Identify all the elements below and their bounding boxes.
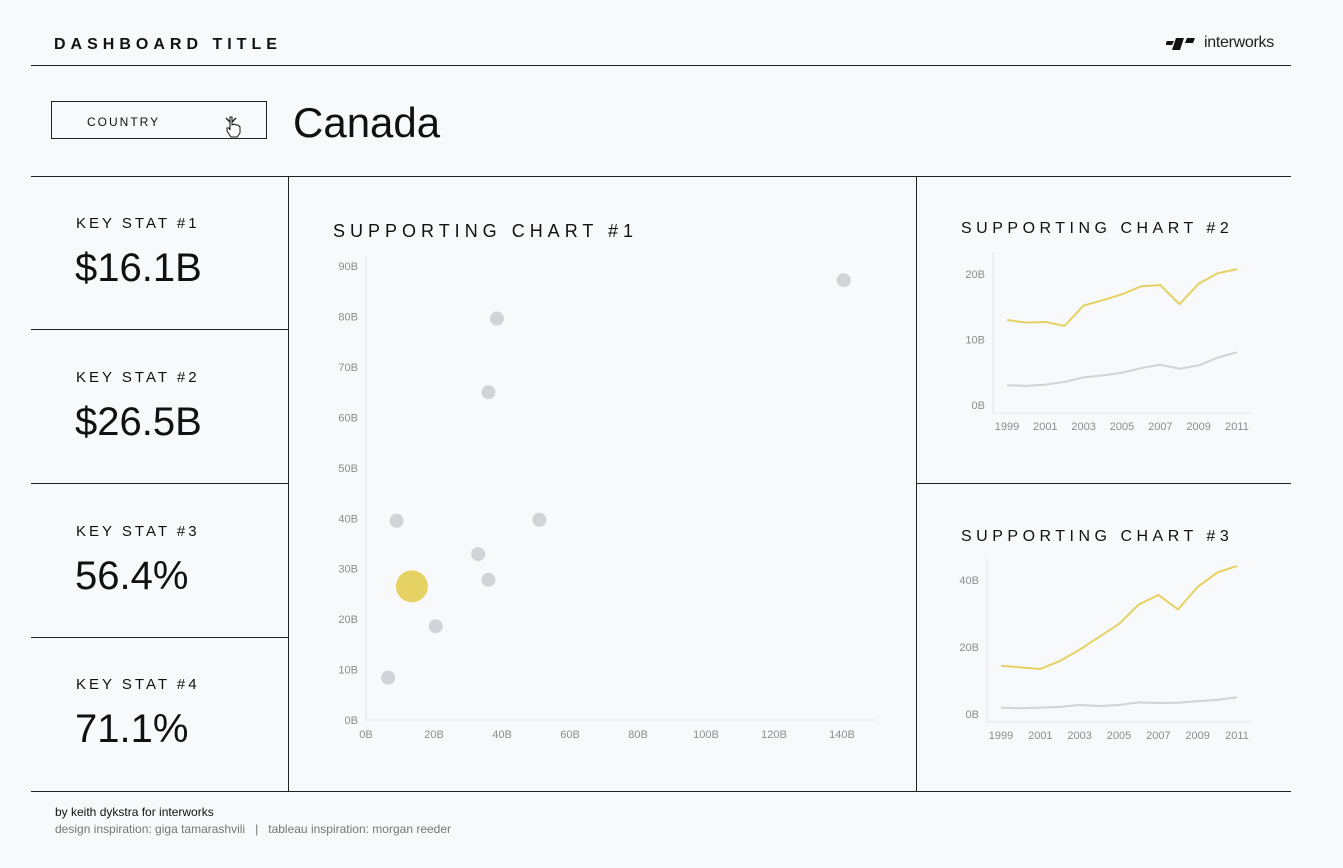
x-tick-label: 2007 xyxy=(1146,730,1170,742)
line-series-highlight xyxy=(1006,268,1238,328)
interworks-logo-icon xyxy=(1166,38,1195,50)
grid-divider-right xyxy=(916,176,917,792)
scatter-chart-1[interactable]: 0B 10B 20B 30B 40B 50B 60B 70B 80B 90B 0B 20B 40B 60B… xyxy=(330,250,890,750)
scatter-point-highlight xyxy=(395,570,428,603)
line-series-other xyxy=(1006,351,1238,387)
x-tick-label: 0B xyxy=(359,729,372,741)
selected-country-title: Canada xyxy=(293,99,441,146)
key-stat-1-value: $16.1B xyxy=(75,246,202,290)
y-tick-label: 40B xyxy=(338,513,358,525)
x-tick-label: 2003 xyxy=(1067,730,1091,742)
y-tick-label: 70B xyxy=(338,362,358,374)
header-divider xyxy=(31,65,1291,66)
x-tick-label: 80B xyxy=(628,729,648,741)
x-tick-label: 40B xyxy=(492,729,512,741)
y-tick-label: 10B xyxy=(338,665,358,677)
y-tick-label: 20B xyxy=(338,614,358,626)
stat-divider-2 xyxy=(31,483,288,484)
hand-pointer-icon xyxy=(226,116,241,138)
x-tick-label: 140B xyxy=(829,729,855,741)
y-tick-label: 0B xyxy=(345,715,358,727)
x-tick-label: 2005 xyxy=(1107,730,1131,742)
scatter-point xyxy=(481,385,496,400)
scatter-point xyxy=(389,513,404,528)
line-chart-3[interactable]: 0B 20B 40B 1999 2001 2003 2005 2007 2009 2011 xyxy=(955,555,1265,750)
line-series-other xyxy=(1000,696,1238,710)
y-tick-label: 60B xyxy=(338,412,358,424)
country-filter-label: COUNTRY xyxy=(87,115,161,129)
x-tick-label: 2007 xyxy=(1148,421,1172,433)
key-stat-2-label: KEY STAT #2 xyxy=(76,369,200,386)
key-stat-1-label: KEY STAT #1 xyxy=(76,215,200,232)
x-tick-label: 2009 xyxy=(1186,421,1210,433)
x-tick-label: 100B xyxy=(693,729,719,741)
chart-3-title: SUPPORTING CHART #3 xyxy=(961,528,1234,545)
x-tick-label: 120B xyxy=(761,729,787,741)
x-tick-label: 60B xyxy=(560,729,580,741)
chart-2-title: SUPPORTING CHART #2 xyxy=(961,220,1234,237)
footer-credit: by keith dykstra for interworks xyxy=(55,805,214,819)
scatter-point xyxy=(428,619,443,634)
footer-separator: | xyxy=(255,822,259,836)
grid-divider-left xyxy=(288,176,289,792)
key-stat-4-label: KEY STAT #4 xyxy=(76,676,200,693)
y-tick-label: 20B xyxy=(959,642,979,654)
footer-inspiration: design inspiration: giga tamarashvili | ta… xyxy=(55,822,451,836)
y-tick-label: 20B xyxy=(965,269,985,281)
line-series-highlight xyxy=(1000,565,1238,670)
scatter-point xyxy=(836,273,851,288)
line-chart-2[interactable]: 0B 10B 20B 1999 2001 2003 2005 2007 2009 2011 xyxy=(955,250,1265,440)
country-filter-dropdown[interactable]: COUNTRY xyxy=(51,101,267,139)
y-tick-label: 50B xyxy=(338,463,358,475)
logo-text: interworks xyxy=(1204,34,1274,51)
x-tick-label: 20B xyxy=(424,729,444,741)
stat-divider-1 xyxy=(31,329,288,330)
x-tick-label: 2003 xyxy=(1071,421,1095,433)
x-tick-label: 1999 xyxy=(989,730,1013,742)
key-stat-2-value: $26.5B xyxy=(75,400,202,444)
x-tick-label: 2001 xyxy=(1033,421,1057,433)
y-tick-label: 80B xyxy=(338,312,358,324)
scatter-point xyxy=(471,547,486,562)
x-tick-label: 2011 xyxy=(1225,421,1249,433)
scatter-point xyxy=(481,572,496,587)
stat-divider-3 xyxy=(31,637,288,638)
y-tick-label: 90B xyxy=(338,261,358,273)
chart-1-title: SUPPORTING CHART #1 xyxy=(333,221,639,241)
footer-tableau-inspiration: tableau inspiration: morgan reeder xyxy=(268,822,452,836)
scatter-point xyxy=(532,512,547,527)
x-tick-label: 2005 xyxy=(1110,421,1134,433)
y-tick-label: 30B xyxy=(338,564,358,576)
scatter-point xyxy=(381,670,396,685)
dashboard-title: DASHBOARD TITLE xyxy=(54,36,282,53)
grid-bottom-rule xyxy=(31,791,1291,792)
grid-top-rule xyxy=(31,176,1291,177)
x-tick-label: 2011 xyxy=(1225,730,1249,742)
y-tick-label: 10B xyxy=(965,335,985,347)
x-tick-label: 1999 xyxy=(995,421,1019,433)
y-tick-label: 0B xyxy=(966,709,979,721)
footer-design-inspiration: design inspiration: giga tamarashvili xyxy=(55,822,246,836)
scatter-point xyxy=(489,311,504,326)
y-tick-label: 0B xyxy=(972,400,985,412)
interworks-logo: interworks xyxy=(1166,34,1274,52)
right-panel-divider xyxy=(916,483,1291,484)
key-stat-3-value: 56.4% xyxy=(75,554,189,598)
x-tick-label: 2009 xyxy=(1185,730,1209,742)
y-tick-label: 40B xyxy=(959,575,979,587)
key-stat-4-value: 71.1% xyxy=(75,707,189,751)
x-tick-label: 2001 xyxy=(1028,730,1052,742)
key-stat-3-label: KEY STAT #3 xyxy=(76,523,200,540)
